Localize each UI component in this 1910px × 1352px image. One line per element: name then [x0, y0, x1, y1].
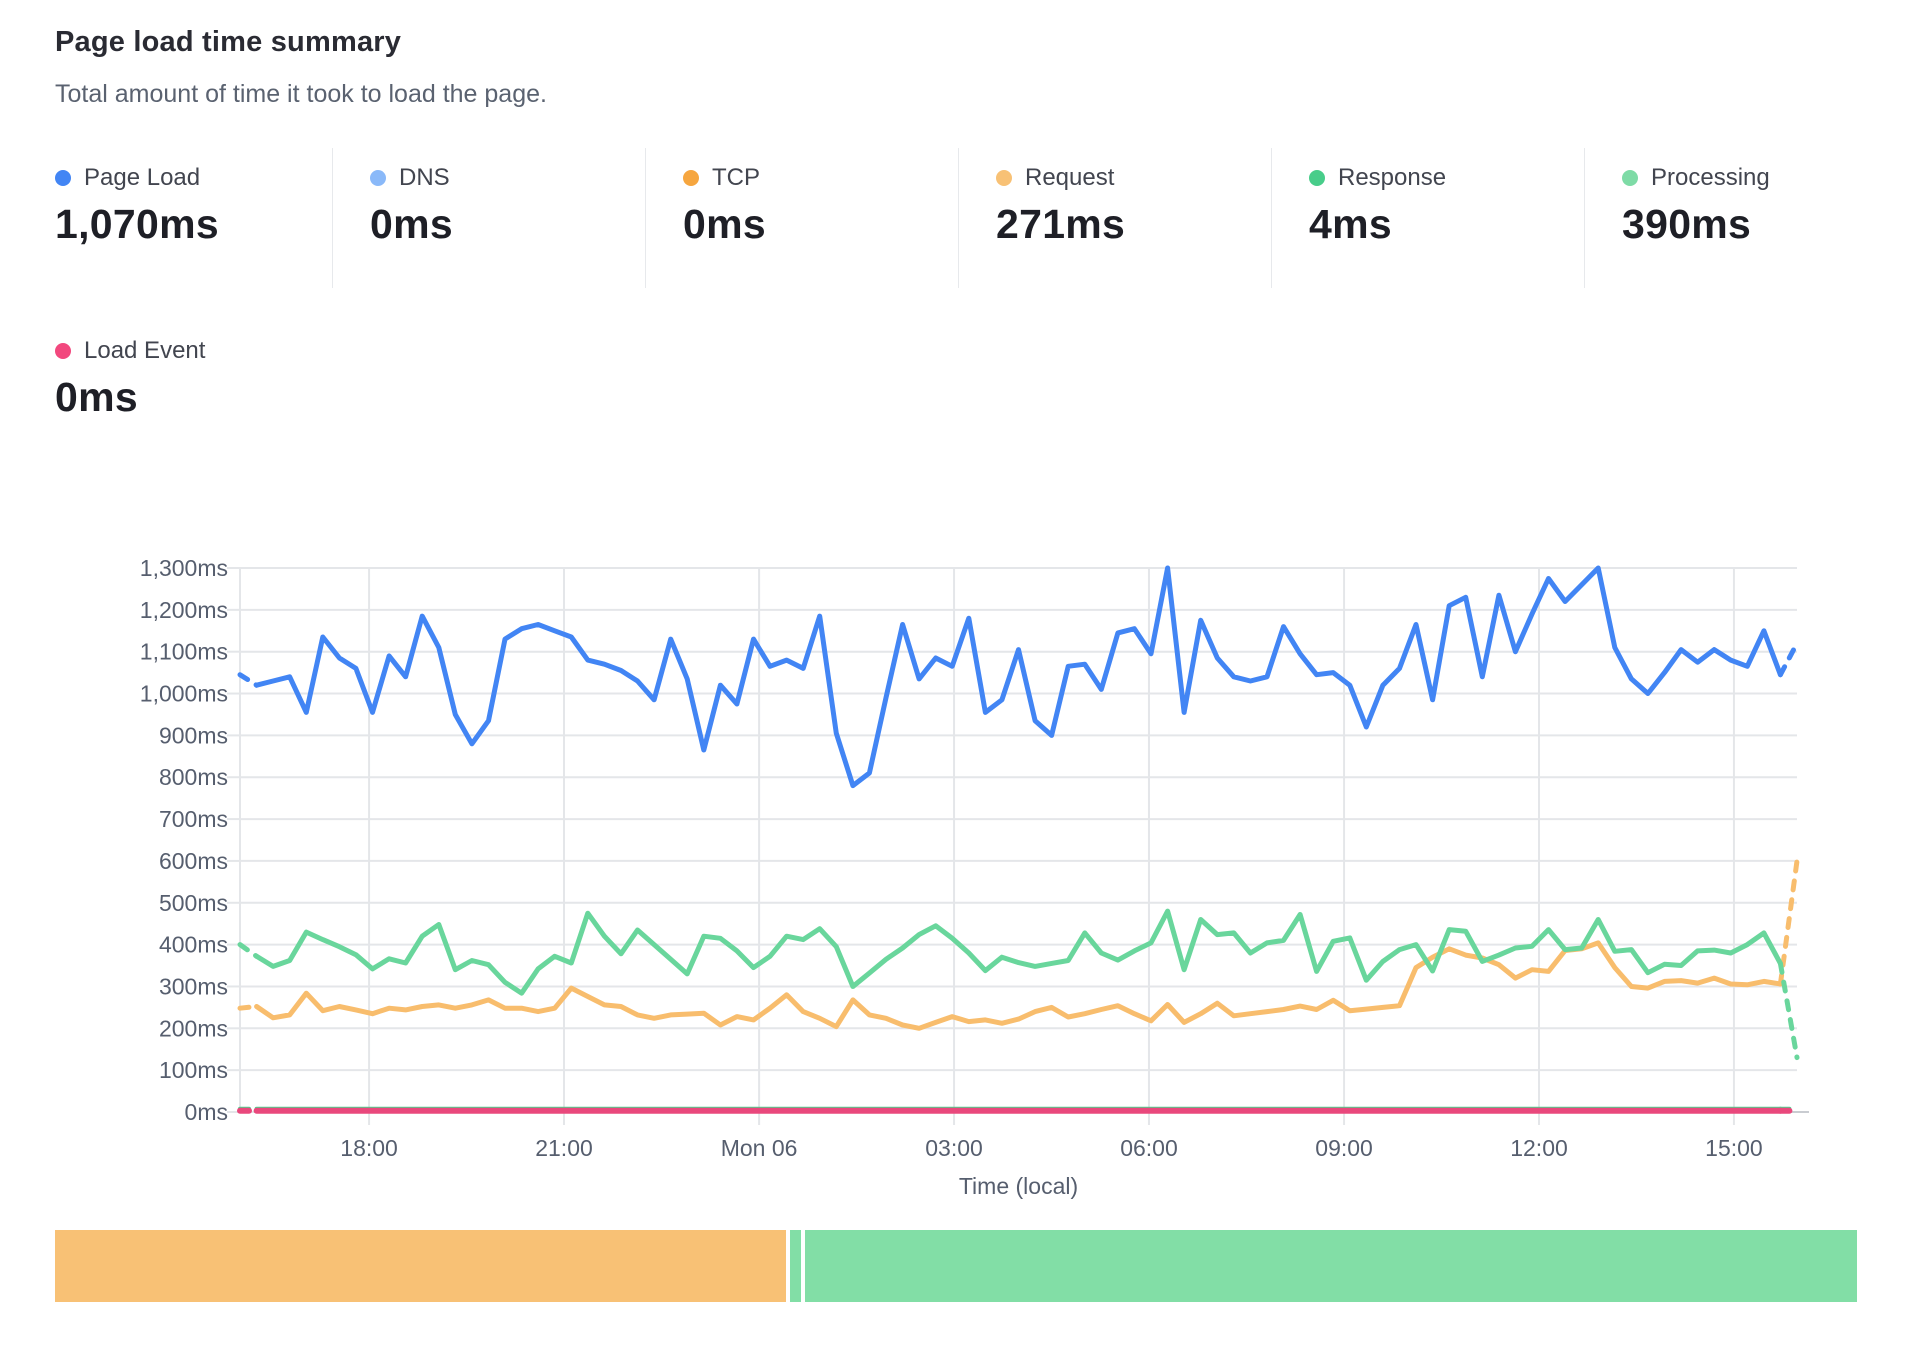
stat-label: Response [1338, 164, 1447, 191]
page-subtitle: Total amount of time it took to load the… [55, 80, 547, 108]
y-axis-label: 0ms [185, 1099, 228, 1125]
breakdown-segment-processing [804, 1230, 1858, 1302]
stat-dns: DNS 0ms [332, 148, 645, 288]
processing-legend-dot-icon [1622, 170, 1638, 186]
load-event-legend-dot-icon [55, 343, 71, 359]
x-axis-label: 03:00 [925, 1135, 983, 1161]
stat-label: Request [1025, 164, 1115, 191]
y-axis-label: 100ms [159, 1057, 228, 1083]
series-processing [254, 908, 1783, 996]
stat-label: Page Load [84, 164, 201, 191]
stat-request: Request 271ms [958, 148, 1271, 288]
series-processing [1777, 960, 1800, 1061]
stat-value: 0ms [683, 201, 766, 247]
x-axis-label: 09:00 [1315, 1135, 1373, 1161]
stat-value: 4ms [1309, 201, 1392, 247]
response-legend-dot-icon [1309, 170, 1325, 186]
panel-header: Page load time summary Total amount of t… [55, 26, 547, 109]
series-request [254, 940, 1783, 1031]
stat-value: 0ms [55, 374, 138, 420]
series-request [1777, 858, 1800, 987]
breakdown-segment-response [790, 1230, 801, 1302]
dns-legend-dot-icon [370, 170, 386, 186]
series-page-load [237, 672, 260, 688]
y-axis-label: 1,000ms [140, 681, 228, 707]
x-axis-label: 06:00 [1120, 1135, 1178, 1161]
metric-legend-row: Page Load 1,070ms DNS 0ms TCP 0ms Reques… [55, 148, 1897, 288]
x-axis-label: 15:00 [1705, 1135, 1763, 1161]
stat-value: 1,070ms [55, 201, 219, 247]
y-axis-label: 600ms [159, 848, 228, 874]
stat-label: TCP [712, 164, 760, 191]
stat-processing: Processing 390ms [1584, 148, 1897, 288]
series-page-load [254, 565, 1783, 789]
tcp-legend-dot-icon [683, 170, 699, 186]
series-request [237, 1004, 260, 1011]
breakdown-segment-request [55, 1230, 787, 1302]
stat-tcp: TCP 0ms [645, 148, 958, 288]
x-axis-label: 21:00 [535, 1135, 593, 1161]
x-axis-label: 12:00 [1510, 1135, 1568, 1161]
y-axis-label: 700ms [159, 806, 228, 832]
request-legend-dot-icon [996, 170, 1012, 186]
y-axis-label: 500ms [159, 890, 228, 916]
stat-page-load: Page Load 1,070ms [55, 148, 332, 288]
y-axis-label: 400ms [159, 932, 228, 958]
x-axis-label: Mon 06 [721, 1135, 798, 1161]
series-page-load [1777, 640, 1800, 678]
stat-value: 0ms [370, 201, 453, 247]
y-axis-label: 300ms [159, 973, 228, 999]
x-axis-label: 18:00 [340, 1135, 398, 1161]
timing-breakdown-bar [55, 1230, 1858, 1302]
y-axis-label: 900ms [159, 722, 228, 748]
y-axis-label: 1,200ms [140, 597, 228, 623]
stat-label: Processing [1651, 164, 1770, 191]
x-axis-title: Time (local) [959, 1173, 1078, 1199]
stat-load-event: Load Event 0ms [55, 337, 205, 421]
stat-value: 390ms [1622, 201, 1752, 247]
stat-response: Response 4ms [1271, 148, 1584, 288]
stat-value: 271ms [996, 201, 1126, 247]
y-axis-label: 200ms [159, 1015, 228, 1041]
page-load-legend-dot-icon [55, 170, 71, 186]
series-processing [237, 942, 260, 959]
y-axis-label: 800ms [159, 764, 228, 790]
y-axis-label: 1,100ms [140, 639, 228, 665]
page-title: Page load time summary [55, 26, 402, 58]
stat-label: DNS [399, 164, 450, 191]
stat-label: Load Event [84, 337, 206, 364]
y-axis-label: 1,300ms [140, 555, 228, 581]
